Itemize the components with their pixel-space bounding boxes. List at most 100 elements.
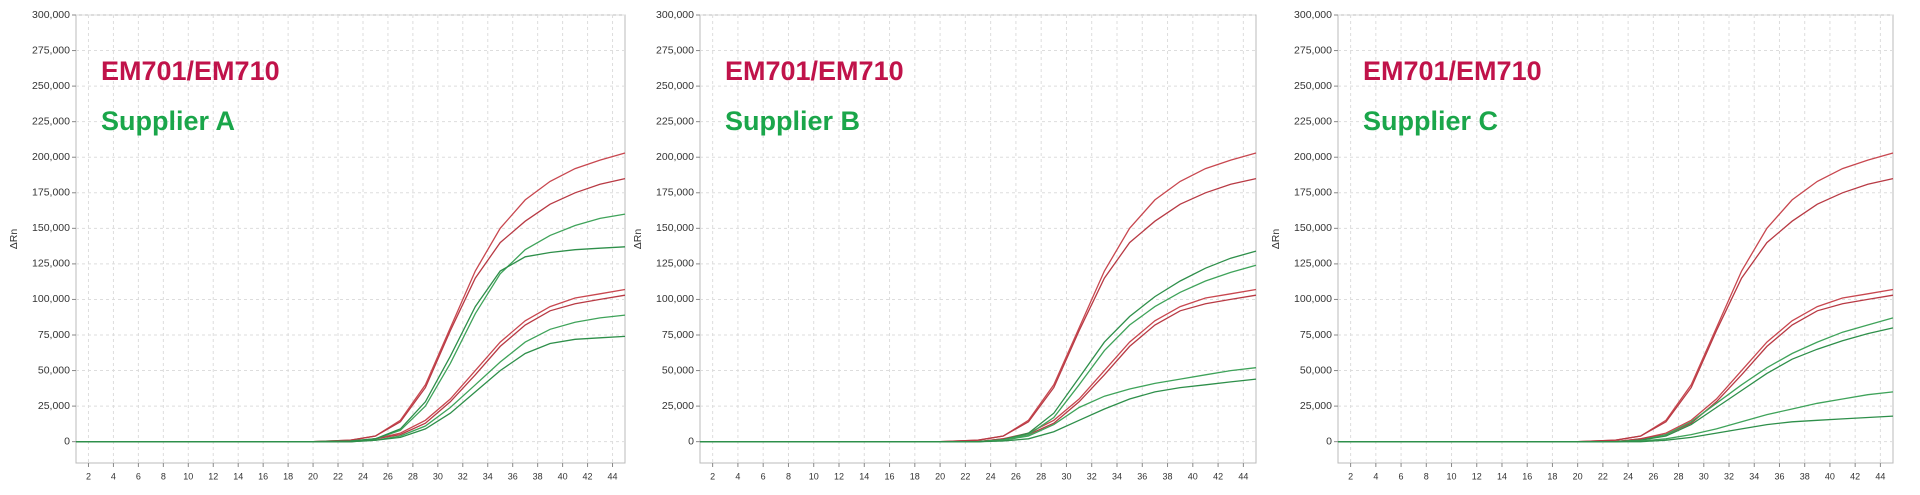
x-tick-label: 12 xyxy=(1472,471,1482,481)
x-tick-label: 12 xyxy=(208,471,218,481)
amplification-curve xyxy=(700,288,1257,443)
x-tick-label: 16 xyxy=(885,471,895,481)
annotation: Supplier B xyxy=(725,106,860,136)
y-tick-label: 150,000 xyxy=(1294,222,1332,234)
y-axis-label: ΔRn xyxy=(8,229,20,250)
y-tick-label: 200,000 xyxy=(1294,151,1332,163)
amplification-curve xyxy=(700,250,1257,443)
y-tick-label: 125,000 xyxy=(656,258,694,270)
x-tick-label: 42 xyxy=(583,471,593,481)
y-tick-label: 200,000 xyxy=(656,151,694,163)
x-tick-label: 8 xyxy=(786,471,791,481)
amplification-curve xyxy=(76,152,626,443)
y-tick-label: 275,000 xyxy=(656,44,694,56)
y-tick-label: 100,000 xyxy=(656,293,694,305)
x-tick-label: 14 xyxy=(859,471,869,481)
x-tick-label: 14 xyxy=(233,471,243,481)
x-tick-label: 22 xyxy=(333,471,343,481)
y-tick-label: 225,000 xyxy=(1294,115,1332,127)
x-tick-label: 36 xyxy=(508,471,518,481)
x-tick-label: 2 xyxy=(86,471,91,481)
y-tick-label: 0 xyxy=(688,435,694,447)
y-tick-label: 100,000 xyxy=(32,293,70,305)
x-tick-label: 24 xyxy=(358,471,368,481)
y-tick-label: 25,000 xyxy=(38,400,70,412)
x-tick-label: 20 xyxy=(935,471,945,481)
amplification-curve xyxy=(1338,391,1894,443)
x-tick-label: 38 xyxy=(533,471,543,481)
amplification-curve xyxy=(700,264,1257,443)
amplification-curve xyxy=(76,335,626,443)
x-tick-label: 34 xyxy=(1749,471,1759,481)
amplification-curve xyxy=(76,314,626,443)
x-tick-label: 4 xyxy=(111,471,116,481)
x-tick-label: 28 xyxy=(408,471,418,481)
y-tick-label: 250,000 xyxy=(656,80,694,92)
y-tick-label: 150,000 xyxy=(656,222,694,234)
annotation: Supplier A xyxy=(101,106,235,136)
y-tick-label: 75,000 xyxy=(38,329,70,341)
x-tick-label: 6 xyxy=(136,471,141,481)
y-tick-label: 50,000 xyxy=(662,364,694,376)
x-tick-label: 6 xyxy=(1399,471,1404,481)
amplification-curve xyxy=(700,294,1257,443)
y-tick-label: 175,000 xyxy=(1294,187,1332,199)
y-axis-label: ΔRn xyxy=(632,229,644,250)
x-tick-label: 2 xyxy=(710,471,715,481)
x-tick-label: 2 xyxy=(1348,471,1353,481)
amplification-plot: 0 25,000 50,000 75,000 100,000 125,000 150,000… xyxy=(632,9,1257,481)
x-tick-label: 32 xyxy=(1087,471,1097,481)
x-tick-label: 42 xyxy=(1213,471,1223,481)
y-tick-label: 150,000 xyxy=(32,222,70,234)
amplification-curve xyxy=(1338,294,1894,443)
y-tick-label: 175,000 xyxy=(656,187,694,199)
x-tick-label: 20 xyxy=(308,471,318,481)
amplification-curve xyxy=(700,152,1257,443)
x-tick-label: 16 xyxy=(258,471,268,481)
y-tick-label: 125,000 xyxy=(1294,258,1332,270)
x-tick-label: 10 xyxy=(183,471,193,481)
x-tick-label: 32 xyxy=(458,471,468,481)
annotation: Supplier C xyxy=(1363,106,1498,136)
y-tick-label: 0 xyxy=(64,435,70,447)
x-tick-label: 38 xyxy=(1163,471,1173,481)
x-tick-label: 30 xyxy=(1061,471,1071,481)
amplification-curve xyxy=(700,367,1257,443)
plot-frame xyxy=(75,14,626,464)
y-tick-label: 275,000 xyxy=(32,44,70,56)
y-tick-label: 300,000 xyxy=(1294,9,1332,21)
y-tick-label: 200,000 xyxy=(32,151,70,163)
x-tick-label: 12 xyxy=(834,471,844,481)
x-tick-label: 36 xyxy=(1774,471,1784,481)
x-tick-label: 4 xyxy=(735,471,740,481)
y-tick-label: 100,000 xyxy=(1294,293,1332,305)
amplification-curve xyxy=(76,246,626,443)
y-tick-label: 25,000 xyxy=(662,400,694,412)
amplification-curve xyxy=(76,294,626,443)
y-tick-label: 50,000 xyxy=(1300,364,1332,376)
x-tick-label: 22 xyxy=(960,471,970,481)
x-tick-label: 40 xyxy=(558,471,568,481)
x-tick-label: 20 xyxy=(1573,471,1583,481)
y-tick-label: 225,000 xyxy=(32,115,70,127)
y-tick-label: 275,000 xyxy=(1294,44,1332,56)
x-tick-label: 24 xyxy=(986,471,996,481)
amplification-plot: 0 25,000 50,000 75,000 100,000 125,000 150,000… xyxy=(1270,9,1894,481)
y-axis-label: ΔRn xyxy=(1270,229,1282,250)
x-tick-label: 38 xyxy=(1800,471,1810,481)
x-tick-label: 22 xyxy=(1598,471,1608,481)
x-tick-label: 30 xyxy=(1699,471,1709,481)
x-tick-label: 16 xyxy=(1522,471,1532,481)
x-tick-label: 14 xyxy=(1497,471,1507,481)
x-tick-label: 18 xyxy=(910,471,920,481)
x-tick-label: 8 xyxy=(161,471,166,481)
x-tick-label: 40 xyxy=(1188,471,1198,481)
x-tick-label: 42 xyxy=(1850,471,1860,481)
y-tick-label: 225,000 xyxy=(656,115,694,127)
y-tick-label: 125,000 xyxy=(32,258,70,270)
x-tick-label: 26 xyxy=(383,471,393,481)
x-tick-label: 18 xyxy=(1547,471,1557,481)
amplification-curve xyxy=(76,213,626,443)
x-tick-label: 8 xyxy=(1424,471,1429,481)
